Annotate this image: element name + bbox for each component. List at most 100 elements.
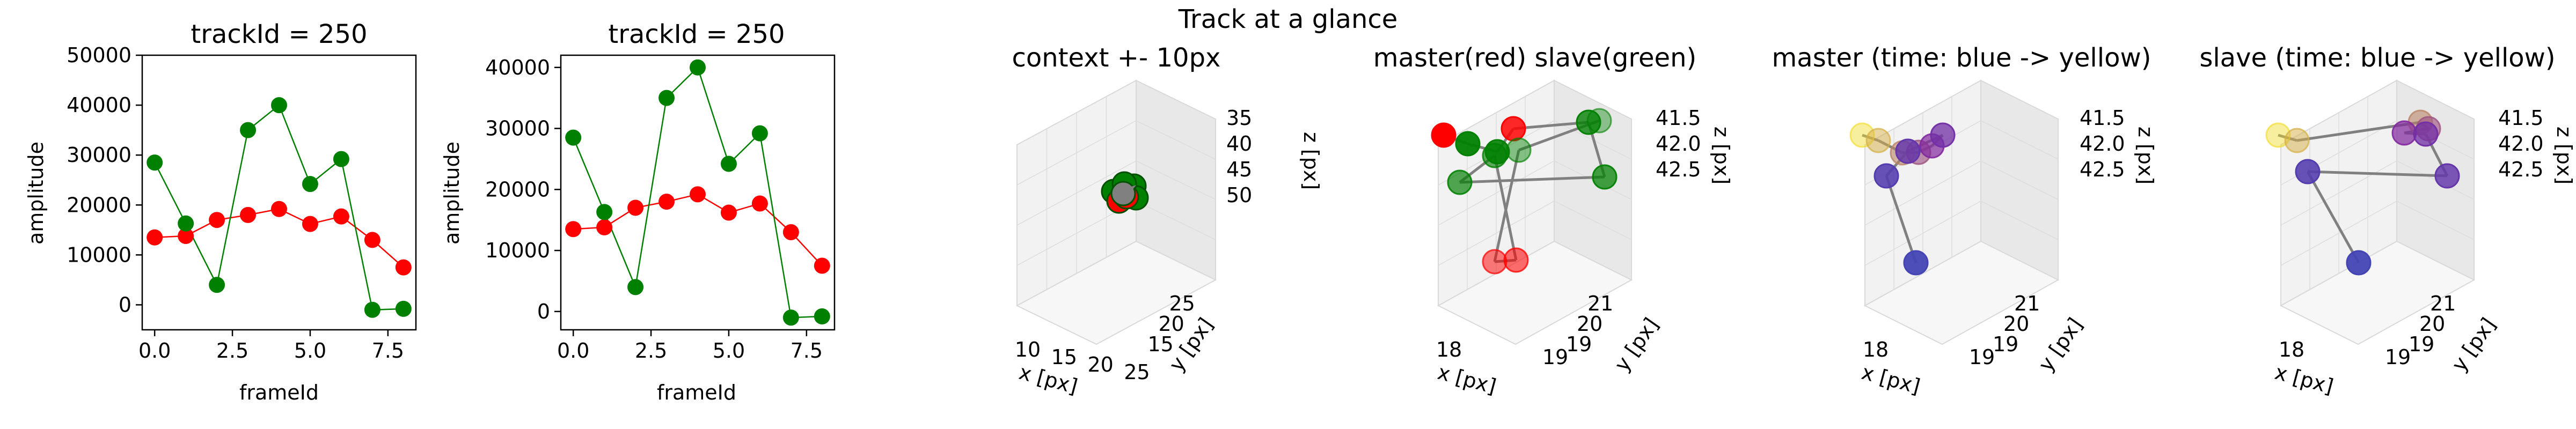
data-point — [2391, 120, 2417, 146]
panel-5-title: master (time: blue -> yellow) — [1772, 43, 2151, 73]
grid-line — [2396, 201, 2475, 240]
data-point — [690, 186, 706, 203]
data-point — [1506, 137, 1532, 163]
data-point — [720, 204, 737, 221]
data-point — [364, 301, 380, 318]
panel-3-3d-context: context +- 10px x [px] y [px] z [px] 354… — [1012, 43, 1323, 398]
grid-line — [1980, 120, 2059, 160]
data-point — [720, 156, 737, 172]
data-point — [1874, 163, 1899, 189]
data-point — [2434, 163, 2460, 189]
data-point — [2346, 250, 2372, 276]
z-tick-label: 41.5 — [2498, 106, 2544, 130]
panel-3-title: context +- 10px — [1012, 43, 1221, 73]
data-point — [178, 227, 194, 244]
grid-line — [1980, 201, 2059, 240]
x-tick-label: 15 — [1051, 345, 1077, 369]
data-point — [333, 151, 349, 167]
data-point — [814, 257, 830, 274]
pane-floor — [1863, 240, 2060, 345]
data-point — [1930, 122, 1956, 148]
x-tick-label: 5.0 — [713, 339, 745, 363]
x-tick-label: 19 — [2385, 345, 2411, 369]
x-tick-label: 7.5 — [372, 339, 404, 363]
data-point — [147, 229, 163, 246]
data-point — [1482, 143, 1507, 168]
y-tick-label: 19 — [1993, 332, 2018, 356]
z-tick-label: 42.0 — [1656, 132, 1701, 156]
data-point — [596, 219, 613, 235]
data-point — [1431, 122, 1457, 148]
data-point — [271, 97, 287, 114]
y-tick-label: 25 — [1169, 292, 1195, 315]
panel-1-ylabel: amplitude — [24, 142, 48, 245]
plot-frame — [141, 54, 417, 331]
y-tick-label: 20000 — [485, 177, 550, 201]
data-point — [658, 194, 675, 210]
x-tick-label: 25 — [1124, 360, 1150, 384]
panel-5-zlabel: z [px] — [2134, 127, 2157, 184]
x-tick-label: 7.5 — [791, 339, 823, 363]
y-tick-label: 0 — [537, 300, 550, 323]
panel-4-zlabel: z [px] — [1710, 127, 1733, 184]
track-segment — [1459, 175, 1605, 184]
y-tick-label: 40000 — [67, 93, 131, 117]
y-tick-label: 20000 — [67, 193, 131, 217]
data-point — [814, 308, 830, 324]
data-point — [627, 199, 644, 216]
y-tick-label: 30000 — [67, 143, 131, 167]
data-point — [782, 224, 799, 240]
y-tick-label: 30000 — [485, 117, 550, 140]
y-tick-label: 0 — [119, 293, 131, 316]
figure-suptitle: Track at a glance — [1178, 4, 1398, 34]
x-tick-label: 18 — [1863, 338, 1889, 361]
z-tick-label: 42.0 — [2080, 132, 2125, 156]
y-tick-label: 20 — [2003, 312, 2029, 336]
panel-3-zlabel: z [px] — [1299, 132, 1323, 190]
y-tick-label: 20 — [1159, 312, 1184, 336]
panel-2-title: trackId = 250 — [608, 19, 785, 49]
x-tick-label: 10 — [1015, 338, 1041, 361]
data-point — [1865, 128, 1891, 153]
data-point — [240, 206, 257, 223]
x-tick-label: 20 — [1087, 353, 1113, 376]
panel-2-ylabel: amplitude — [440, 142, 464, 245]
panel-4-xlabel: x [px] — [1435, 360, 1498, 398]
grid-line — [1136, 160, 1216, 200]
data-point — [596, 204, 613, 220]
panel-1-xlabel: frameId — [239, 381, 319, 404]
y-tick-label: 10000 — [67, 243, 131, 267]
data-point — [565, 129, 582, 146]
track-segment — [1493, 150, 1520, 262]
data-point — [395, 300, 412, 317]
grid-line — [1554, 201, 1632, 240]
grid-line — [1136, 120, 1216, 160]
data-point — [333, 208, 349, 225]
track-path — [1114, 184, 1137, 202]
y-tick-label: 21 — [1587, 292, 1613, 315]
z-tick-label: 35 — [1226, 106, 1252, 130]
y-tick-label: 15 — [1148, 332, 1174, 356]
data-point — [209, 277, 225, 293]
panel-2-xlabel: frameId — [657, 381, 736, 404]
panel-1-title: trackId = 250 — [191, 19, 367, 49]
x-tick-label: 5.0 — [294, 339, 326, 363]
data-point — [782, 309, 799, 326]
panel-5-xlabel: x [px] — [1859, 360, 1922, 398]
track-segment — [2307, 170, 2448, 177]
data-point — [1503, 247, 1529, 273]
data-point — [565, 221, 582, 238]
data-point — [1592, 164, 1618, 190]
y-tick-label: 10000 — [485, 239, 550, 262]
y-tick-label: 50000 — [67, 43, 131, 67]
data-point — [658, 90, 675, 106]
data-point — [364, 232, 380, 248]
grid-line — [1980, 160, 2059, 200]
data-point — [209, 212, 225, 228]
pane-floor — [1015, 240, 1217, 345]
y-tick-label: 20 — [2419, 312, 2445, 336]
data-point — [2413, 121, 2439, 147]
x-tick-label: 2.5 — [216, 339, 248, 363]
track-segment — [1885, 175, 1918, 263]
panel-4-3d-master-slave: master(red) slave(green) x [px] y [px] z… — [1373, 43, 1733, 398]
